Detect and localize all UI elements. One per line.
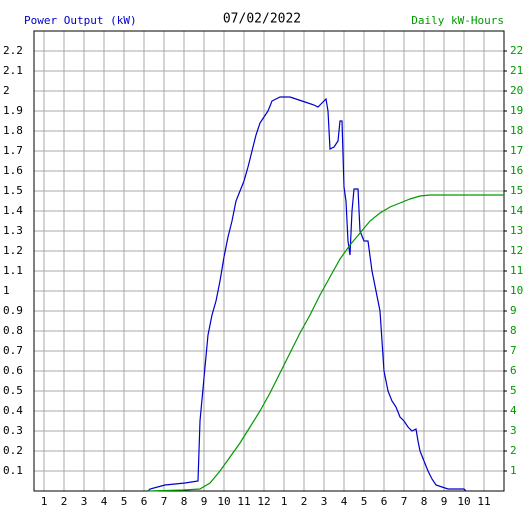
y2-tick-label: 9: [510, 304, 517, 317]
y-tick-label: 2: [3, 84, 10, 97]
x-tick-label: 9: [441, 495, 448, 508]
x-tick-label: 4: [341, 495, 348, 508]
y2-axis-label: Daily kW-Hours: [411, 14, 504, 27]
x-tick-label: 8: [421, 495, 428, 508]
y-tick-label: 2.2: [3, 44, 23, 57]
x-tick-label: 1: [41, 495, 48, 508]
x-tick-label: 11: [237, 495, 250, 508]
y-tick-label: 1.4: [3, 204, 23, 217]
x-tick-label: 5: [361, 495, 368, 508]
y2-tick-label: 17: [510, 144, 523, 157]
y2-tick-label: 3: [510, 424, 517, 437]
data-line: [147, 194, 504, 492]
x-tick-label: 8: [181, 495, 188, 508]
x-tick-label: 11: [477, 495, 490, 508]
y-tick-label: 0.9: [3, 304, 23, 317]
y-tick-label: 0.2: [3, 444, 23, 457]
y2-tick-label: 10: [510, 284, 523, 297]
x-tick-label: 3: [81, 495, 88, 508]
y-tick-label: 0.4: [3, 404, 23, 417]
y-tick-label: 0.7: [3, 344, 23, 357]
y-tick-label: 1.3: [3, 224, 23, 237]
y2-tick-label: 8: [510, 324, 517, 337]
x-tick-label: 10: [217, 495, 230, 508]
x-tick-label: 6: [141, 495, 148, 508]
y-tick-label: 0.5: [3, 384, 23, 397]
y2-tick-label: 1: [510, 464, 517, 477]
y-tick-label: 0.3: [3, 424, 23, 437]
y-tick-label: 0.1: [3, 464, 23, 477]
plot-border: [33, 30, 505, 492]
y2-tick-label: 15: [510, 184, 523, 197]
y-tick-label: 2.1: [3, 64, 23, 77]
y-axis-label: Power Output (kW): [24, 14, 137, 27]
y-tick-label: 1.1: [3, 264, 23, 277]
y2-tick-label: 11: [510, 264, 523, 277]
y2-tick-label: 12: [510, 244, 523, 257]
y2-tick-label: 16: [510, 164, 523, 177]
y-tick-label: 0.8: [3, 324, 23, 337]
y2-tick-label: 13: [510, 224, 523, 237]
x-tick-label: 2: [301, 495, 308, 508]
y2-tick-label: 7: [510, 344, 517, 357]
y2-tick-label: 21: [510, 64, 523, 77]
y-tick-label: 1.8: [3, 124, 23, 137]
x-tick-label: 1: [281, 495, 288, 508]
chart-title: 07/02/2022: [223, 12, 301, 27]
y-tick-label: 1: [3, 284, 10, 297]
x-tick-label: 5: [121, 495, 128, 508]
y2-tick-label: 4: [510, 404, 517, 417]
y2-tick-label: 6: [510, 364, 517, 377]
x-tick-label: 6: [381, 495, 388, 508]
y-tick-label: 1.2: [3, 244, 23, 257]
x-tick-label: 7: [401, 495, 408, 508]
y-tick-label: 1.7: [3, 144, 23, 157]
y-tick-label: 1.5: [3, 184, 23, 197]
y2-tick-label: 5: [510, 384, 517, 397]
data-line: [147, 96, 467, 492]
y2-tick-label: 22: [510, 44, 523, 57]
x-tick-label: 9: [201, 495, 208, 508]
y-tick-label: 1.6: [3, 164, 23, 177]
y2-tick-label: 14: [510, 204, 524, 217]
x-tick-label: 12: [257, 495, 270, 508]
y2-tick-label: 20: [510, 84, 523, 97]
y-tick-label: 0.6: [3, 364, 23, 377]
x-tick-label: 7: [161, 495, 168, 508]
x-tick-label: 10: [457, 495, 470, 508]
y-tick-label: 1.9: [3, 104, 23, 117]
y2-tick-label: 19: [510, 104, 523, 117]
x-tick-label: 3: [321, 495, 328, 508]
x-tick-label: 4: [101, 495, 108, 508]
x-tick-label: 2: [61, 495, 68, 508]
y2-tick-label: 2: [510, 444, 517, 457]
y2-tick-label: 18: [510, 124, 523, 137]
